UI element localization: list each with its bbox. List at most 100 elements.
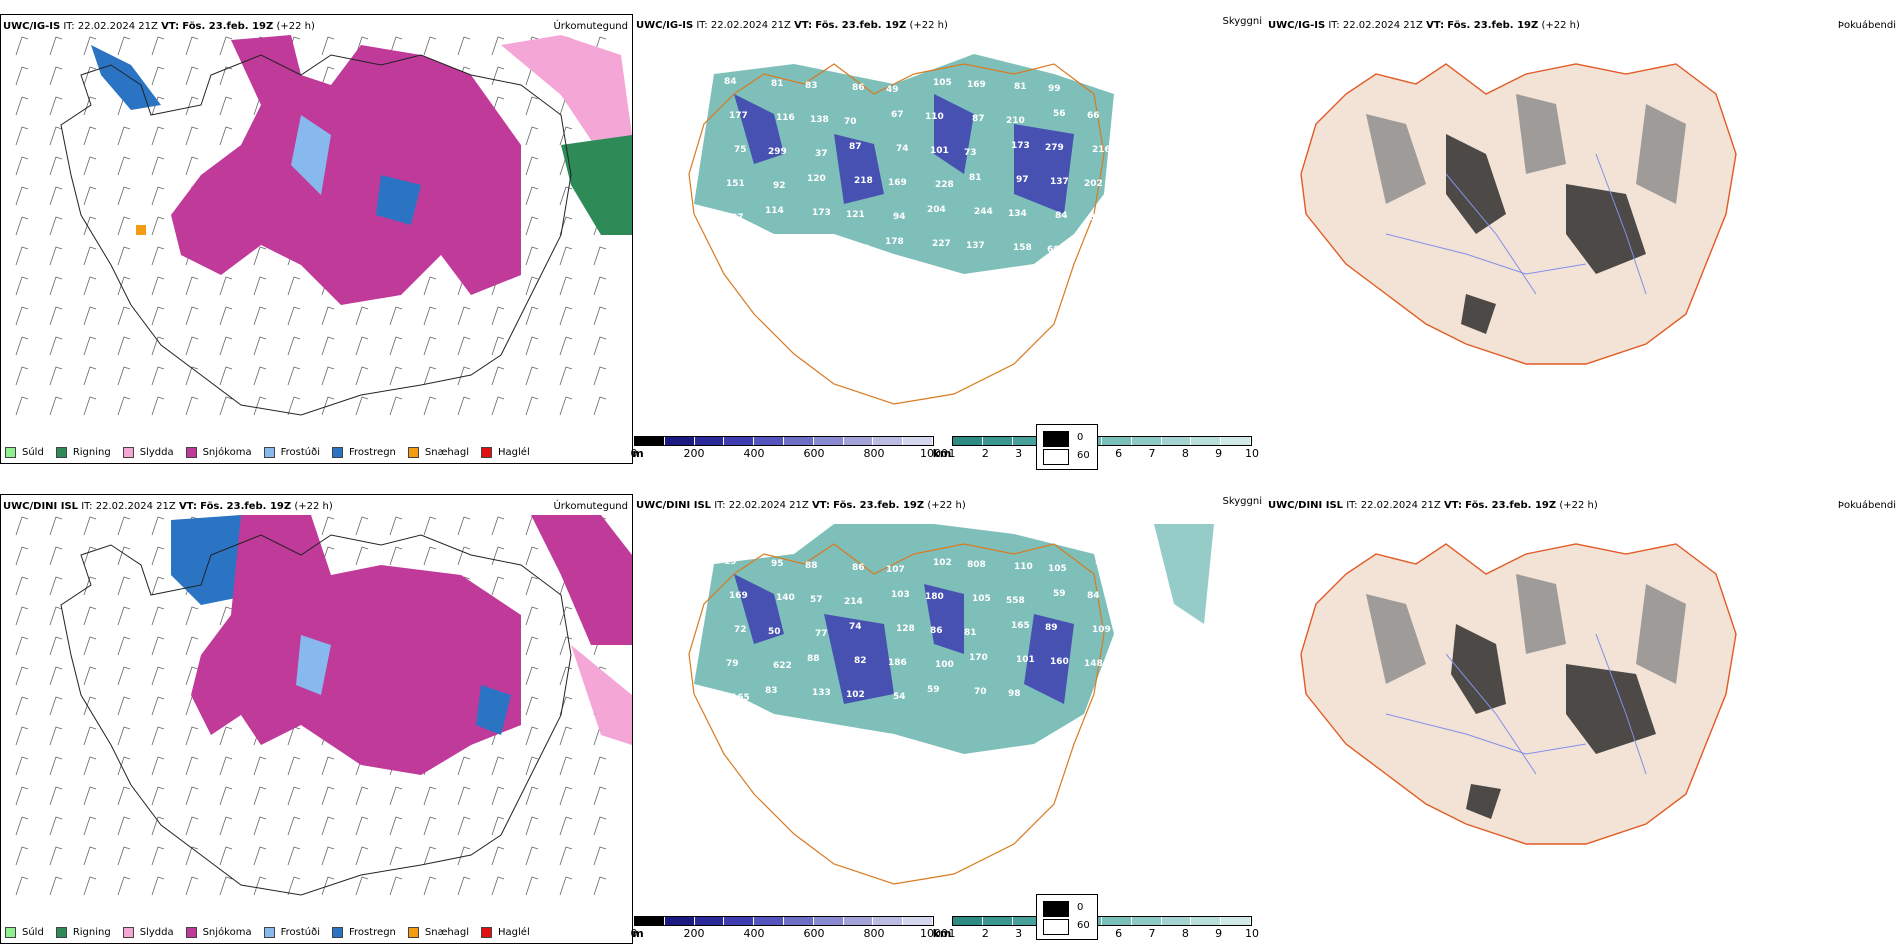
wind-barb xyxy=(83,816,97,836)
scale-tick-label: 1 xyxy=(948,927,956,940)
visibility-value-label: 169 xyxy=(888,178,907,188)
legend-label: Haglél xyxy=(498,447,530,458)
fog-panel-top: UWC/IG-IS IT: 22.02.2024 21Z VT: Fös. 23… xyxy=(1036,14,1900,470)
scale-color-step xyxy=(1101,917,1132,925)
wind-barb xyxy=(117,36,131,56)
swatch xyxy=(185,927,197,938)
wind-barb xyxy=(457,876,471,896)
wind-barb xyxy=(491,366,505,386)
wind-barb xyxy=(559,816,573,836)
wind-barb xyxy=(219,816,233,836)
wind-barb xyxy=(15,786,29,806)
wind-barb xyxy=(83,156,97,176)
wind-barb xyxy=(117,216,131,236)
visibility-value-label: 218 xyxy=(854,176,873,186)
wind-barb xyxy=(185,366,199,386)
wind-barb xyxy=(491,756,505,776)
wind-barb xyxy=(83,306,97,326)
wind-barb xyxy=(49,216,63,236)
wind-barb xyxy=(83,336,97,356)
visibility-value-label: 59 xyxy=(1053,589,1066,599)
panel-header: UWC/IG-IS IT: 22.02.2024 21Z VT: Fös. 23… xyxy=(3,21,315,32)
visibility-value-label: 133 xyxy=(812,688,831,698)
wind-barb xyxy=(491,306,505,326)
panel-header: UWC/DINI ISL IT: 22.02.2024 21Z VT: Fös.… xyxy=(636,500,966,511)
wind-barb xyxy=(15,846,29,866)
legend-item: Frostúði xyxy=(263,927,320,938)
scale-color-step xyxy=(694,917,725,925)
wind-barb xyxy=(15,636,29,656)
scale-color-step xyxy=(664,917,695,925)
visibility-value-label: 263 xyxy=(1095,77,1114,87)
coastline xyxy=(688,63,1105,405)
scale-color-step xyxy=(724,917,755,925)
wind-barb xyxy=(559,846,573,866)
legend-label: Frostúði xyxy=(280,927,320,938)
swatch xyxy=(5,927,16,938)
wind-barb xyxy=(219,96,233,116)
wind-barb xyxy=(559,786,573,806)
wind-barb xyxy=(355,816,369,836)
precip-type-panel-top: UWC/IG-IS IT: 22.02.2024 21Z VT: Fös. 23… xyxy=(0,14,633,464)
wind-barb xyxy=(49,516,63,536)
visibility-value-label: 86 xyxy=(852,83,865,93)
visibility-value-label: 808 xyxy=(967,560,986,570)
wind-barb xyxy=(117,816,131,836)
visibility-value-label: 173 xyxy=(1011,141,1030,151)
wind-barb xyxy=(253,246,267,266)
wind-barb xyxy=(15,816,29,836)
wind-barb xyxy=(15,186,29,206)
wind-barb xyxy=(151,96,165,116)
wind-barb xyxy=(559,126,573,146)
scale-tick-label: 3 xyxy=(1015,447,1023,460)
wind-barb xyxy=(525,786,539,806)
fog-legend: 0 60 xyxy=(1036,894,1098,940)
it-label: IT: xyxy=(1328,20,1340,31)
scale-color-step xyxy=(982,917,1013,925)
scale-color-step xyxy=(903,437,933,445)
wind-barb xyxy=(185,336,199,356)
scale-color-step xyxy=(843,437,874,445)
wind-barb xyxy=(117,156,131,176)
visibility-value-label: 83 xyxy=(765,686,778,696)
scale-color-step xyxy=(903,917,933,925)
wind-barb xyxy=(525,726,539,746)
scale-tick-label: 7 xyxy=(1148,927,1156,940)
legend-item: Snjókoma xyxy=(185,447,252,458)
wind-barb xyxy=(525,96,539,116)
visibility-value-label: 163 xyxy=(804,242,823,252)
visibility-value-label: 50 xyxy=(768,627,781,637)
visibility-value-label: 137 xyxy=(1050,177,1069,187)
visibility-value-label: 60 xyxy=(1047,245,1060,255)
wind-barb xyxy=(525,636,539,656)
scale-tick-label: 200 xyxy=(683,927,705,940)
panel-header: UWC/DINI ISL IT: 22.02.2024 21Z VT: Fös.… xyxy=(3,501,333,512)
legend-label: Slydda xyxy=(139,927,174,938)
scale-color-step xyxy=(953,437,983,445)
wind-barb xyxy=(117,336,131,356)
scale-tick-label: 7 xyxy=(1148,447,1156,460)
lead-time: (+22 h) xyxy=(909,20,948,31)
wind-barb xyxy=(83,246,97,266)
wind-barb xyxy=(185,276,199,296)
wind-barb xyxy=(593,306,607,326)
visibility-value-label: 87 xyxy=(731,213,744,223)
wind-barb xyxy=(185,66,199,86)
wind-barb xyxy=(593,756,607,776)
wind-barb xyxy=(321,816,335,836)
scale-color-step xyxy=(694,437,725,445)
scale-tick-label: 600 xyxy=(803,447,825,460)
it-label: IT: xyxy=(81,501,93,512)
precip-legend: Súld Rigning Slydda Snjókoma Frostúði Fr… xyxy=(5,927,530,938)
wind-barb xyxy=(83,876,97,896)
wind-barb xyxy=(491,66,505,86)
wind-barb xyxy=(253,786,267,806)
wind-barb xyxy=(559,396,573,416)
scale-tick-label: 1000 xyxy=(920,447,948,460)
visibility-value-label: 49 xyxy=(886,85,899,95)
scale-tick-label: 2 xyxy=(981,447,989,460)
wind-barb xyxy=(457,846,471,866)
scale-color-step xyxy=(724,437,755,445)
wind-barb xyxy=(355,786,369,806)
wind-barb xyxy=(593,396,607,416)
